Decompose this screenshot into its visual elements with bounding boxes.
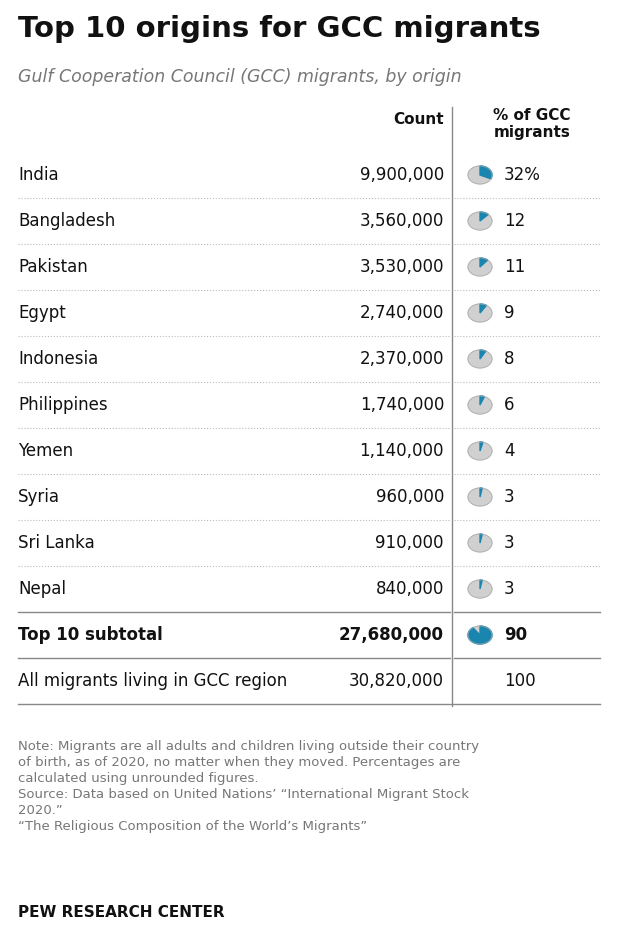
Polygon shape — [480, 304, 487, 313]
Text: 9: 9 — [504, 304, 515, 322]
Text: 8: 8 — [504, 350, 515, 368]
Text: 12: 12 — [504, 212, 525, 230]
Polygon shape — [480, 580, 482, 589]
Text: Yemen: Yemen — [18, 442, 73, 460]
Text: 1,740,000: 1,740,000 — [360, 396, 444, 414]
Text: 3,530,000: 3,530,000 — [360, 258, 444, 276]
Polygon shape — [480, 534, 482, 543]
Text: Nepal: Nepal — [18, 580, 66, 598]
Text: 6: 6 — [504, 396, 515, 414]
Polygon shape — [480, 488, 482, 497]
Polygon shape — [480, 396, 484, 405]
Polygon shape — [480, 212, 488, 221]
Text: Gulf Cooperation Council (GCC) migrants, by origin: Gulf Cooperation Council (GCC) migrants,… — [18, 68, 462, 86]
Ellipse shape — [468, 396, 492, 414]
Ellipse shape — [468, 442, 492, 460]
Text: 32%: 32% — [504, 166, 541, 184]
Text: 3: 3 — [504, 534, 515, 552]
Text: 3,560,000: 3,560,000 — [360, 212, 444, 230]
Text: 3: 3 — [504, 580, 515, 598]
Text: % of GCC
migrants: % of GCC migrants — [494, 108, 571, 141]
Text: Pakistan: Pakistan — [18, 258, 88, 276]
Ellipse shape — [468, 488, 492, 506]
Ellipse shape — [468, 626, 492, 644]
Text: 4: 4 — [504, 442, 515, 460]
Text: Count: Count — [393, 112, 444, 127]
Text: Top 10 origins for GCC migrants: Top 10 origins for GCC migrants — [18, 15, 541, 43]
Ellipse shape — [468, 166, 492, 184]
Ellipse shape — [468, 534, 492, 552]
Text: PEW RESEARCH CENTER: PEW RESEARCH CENTER — [18, 905, 224, 920]
Text: Note: Migrants are all adults and children living outside their country: Note: Migrants are all adults and childr… — [18, 740, 479, 753]
Ellipse shape — [468, 258, 492, 276]
Polygon shape — [480, 166, 492, 179]
Text: Bangladesh: Bangladesh — [18, 212, 115, 230]
Text: “The Religious Composition of the World’s Migrants”: “The Religious Composition of the World’… — [18, 820, 367, 833]
Text: Source: Data based on United Nations’ “International Migrant Stock: Source: Data based on United Nations’ “I… — [18, 788, 469, 801]
Text: 9,900,000: 9,900,000 — [360, 166, 444, 184]
Text: 960,000: 960,000 — [376, 488, 444, 506]
Text: 2,370,000: 2,370,000 — [360, 350, 444, 368]
Text: 2020.”: 2020.” — [18, 804, 63, 817]
Text: India: India — [18, 166, 59, 184]
Polygon shape — [480, 350, 486, 359]
Text: 910,000: 910,000 — [376, 534, 444, 552]
Text: calculated using unrounded figures.: calculated using unrounded figures. — [18, 772, 259, 785]
Polygon shape — [480, 442, 483, 451]
Text: 27,680,000: 27,680,000 — [339, 626, 444, 644]
Text: Syria: Syria — [18, 488, 60, 506]
Text: Egypt: Egypt — [18, 304, 66, 322]
Text: 3: 3 — [504, 488, 515, 506]
Text: 2,740,000: 2,740,000 — [360, 304, 444, 322]
Ellipse shape — [468, 212, 492, 230]
Text: 11: 11 — [504, 258, 525, 276]
Text: of birth, as of 2020, no matter when they moved. Percentages are: of birth, as of 2020, no matter when the… — [18, 756, 461, 769]
Text: 840,000: 840,000 — [376, 580, 444, 598]
Text: Sri Lanka: Sri Lanka — [18, 534, 95, 552]
Ellipse shape — [468, 304, 492, 322]
Text: Top 10 subtotal: Top 10 subtotal — [18, 626, 162, 644]
Text: 100: 100 — [504, 672, 536, 690]
Text: Indonesia: Indonesia — [18, 350, 98, 368]
Ellipse shape — [468, 350, 492, 368]
Text: 90: 90 — [504, 626, 527, 644]
Text: Philippines: Philippines — [18, 396, 108, 414]
Text: 1,140,000: 1,140,000 — [360, 442, 444, 460]
Text: 30,820,000: 30,820,000 — [349, 672, 444, 690]
Polygon shape — [468, 626, 492, 644]
Text: All migrants living in GCC region: All migrants living in GCC region — [18, 672, 287, 690]
Ellipse shape — [468, 580, 492, 598]
Polygon shape — [480, 258, 488, 267]
